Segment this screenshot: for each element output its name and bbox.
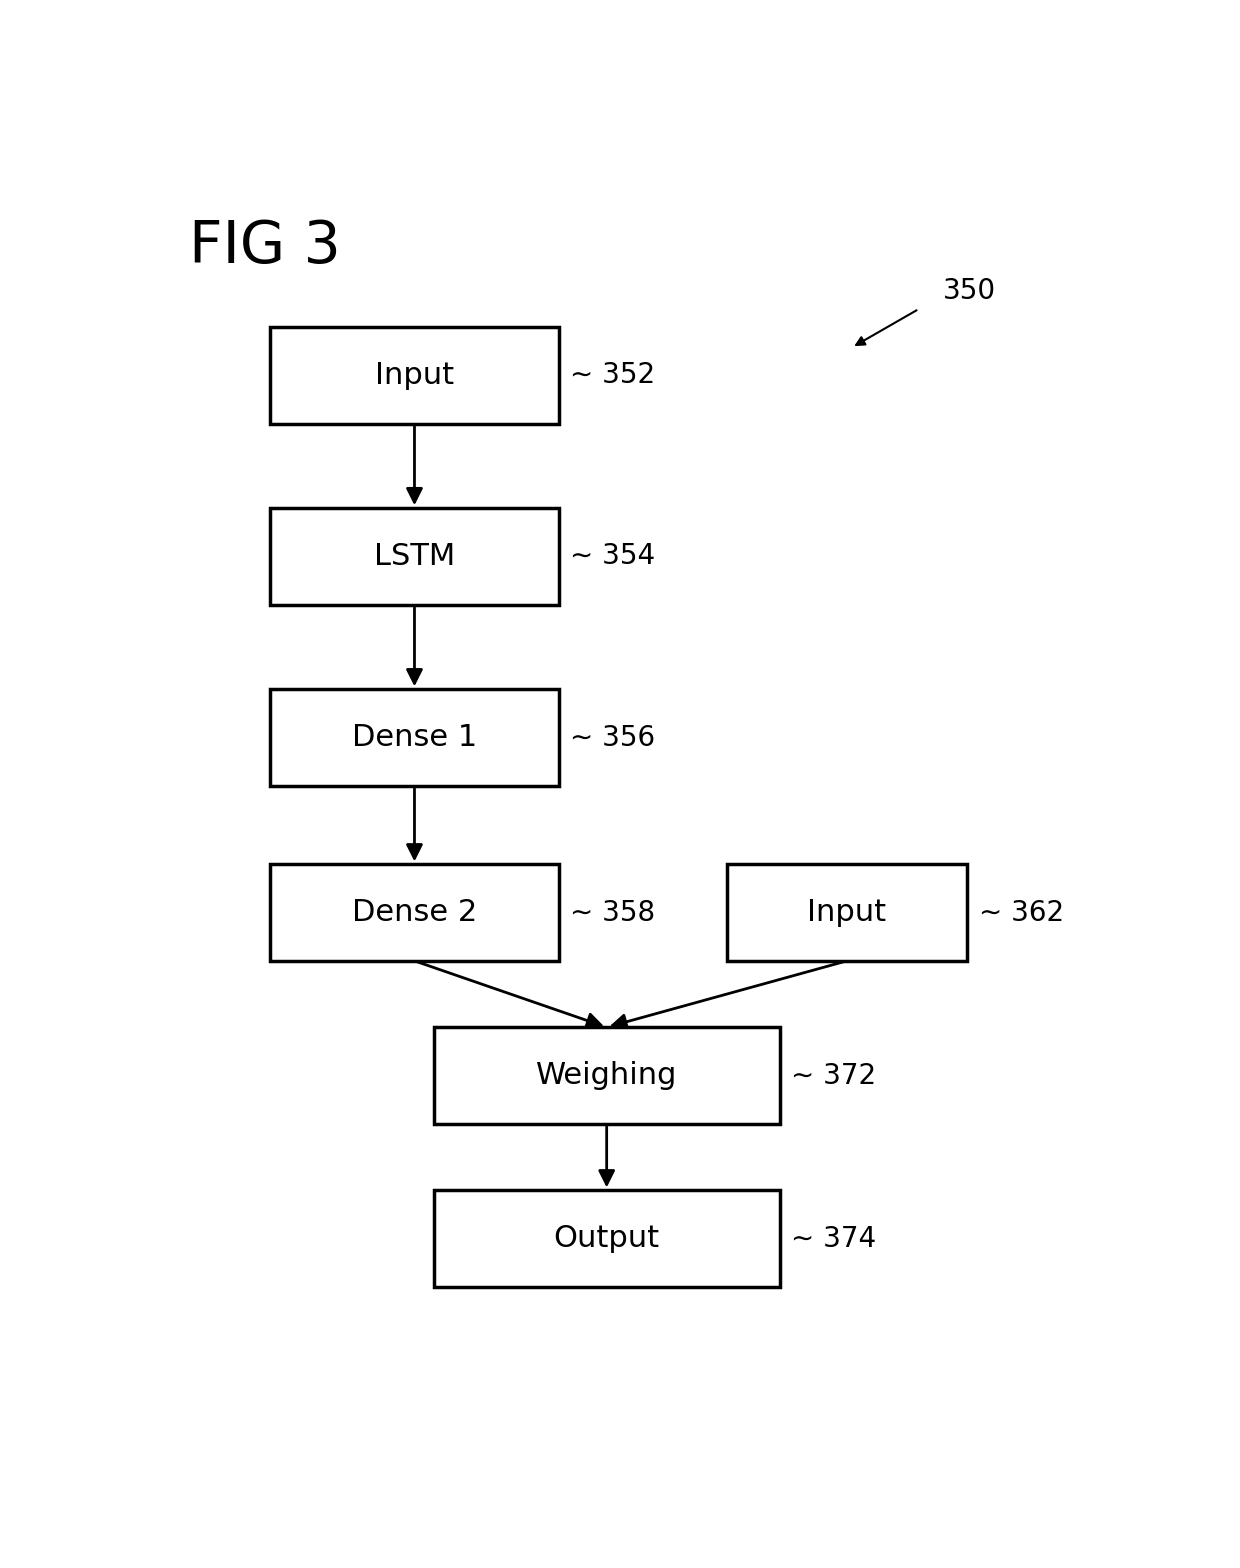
Text: Input: Input [807, 898, 887, 927]
Text: ∼ 372: ∼ 372 [791, 1062, 877, 1090]
Text: ∼ 354: ∼ 354 [570, 543, 655, 571]
Bar [270, 864, 559, 961]
Bar [270, 690, 559, 786]
Text: Input: Input [374, 361, 454, 390]
Text: ∼ 352: ∼ 352 [570, 361, 655, 389]
Text: LSTM: LSTM [373, 543, 455, 571]
Text: FIG 3: FIG 3 [188, 218, 341, 276]
Bar [434, 1027, 780, 1124]
Text: ∼ 362: ∼ 362 [978, 898, 1064, 927]
Bar [270, 508, 559, 605]
Text: Dense 1: Dense 1 [352, 723, 477, 753]
Bar [270, 328, 559, 423]
Text: 350: 350 [942, 278, 996, 304]
Bar [434, 1190, 780, 1287]
Text: Weighing: Weighing [536, 1062, 677, 1090]
Text: ∼ 374: ∼ 374 [791, 1225, 877, 1253]
Text: Output: Output [553, 1225, 660, 1253]
Text: ∼ 358: ∼ 358 [570, 898, 655, 927]
Text: ∼ 356: ∼ 356 [570, 723, 655, 751]
Bar [727, 864, 967, 961]
Text: Dense 2: Dense 2 [352, 898, 477, 927]
